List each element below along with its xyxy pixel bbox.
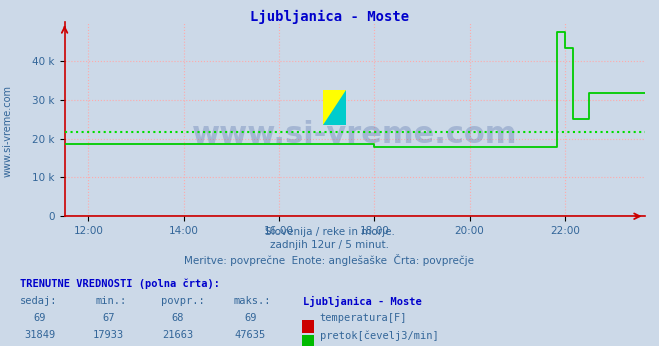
Text: Ljubljanica - Moste: Ljubljanica - Moste <box>303 296 422 307</box>
Text: www.si-vreme.com: www.si-vreme.com <box>3 85 13 177</box>
Text: Ljubljanica - Moste: Ljubljanica - Moste <box>250 10 409 24</box>
Text: 67: 67 <box>103 313 115 323</box>
Text: TRENUTNE VREDNOSTI (polna črta):: TRENUTNE VREDNOSTI (polna črta): <box>20 279 219 289</box>
Text: pretok[čevelj3/min]: pretok[čevelj3/min] <box>320 330 438 341</box>
Polygon shape <box>323 90 346 125</box>
Text: min.:: min.: <box>96 296 127 306</box>
Text: 69: 69 <box>34 313 45 323</box>
Text: temperatura[F]: temperatura[F] <box>320 313 407 323</box>
Text: povpr.:: povpr.: <box>161 296 205 306</box>
Text: zadnjih 12ur / 5 minut.: zadnjih 12ur / 5 minut. <box>270 240 389 251</box>
Polygon shape <box>323 90 346 125</box>
Text: 47635: 47635 <box>235 330 266 340</box>
Text: Meritve: povprečne  Enote: anglešaške  Črta: povprečje: Meritve: povprečne Enote: anglešaške Črt… <box>185 254 474 266</box>
Text: Slovenija / reke in morje.: Slovenija / reke in morje. <box>264 227 395 237</box>
Text: 17933: 17933 <box>93 330 125 340</box>
Text: maks.:: maks.: <box>234 296 272 306</box>
Text: 68: 68 <box>172 313 184 323</box>
Text: sedaj:: sedaj: <box>20 296 57 306</box>
Text: 21663: 21663 <box>162 330 194 340</box>
Text: 31849: 31849 <box>24 330 55 340</box>
Text: 69: 69 <box>244 313 256 323</box>
Text: www.si-vreme.com: www.si-vreme.com <box>192 120 517 149</box>
